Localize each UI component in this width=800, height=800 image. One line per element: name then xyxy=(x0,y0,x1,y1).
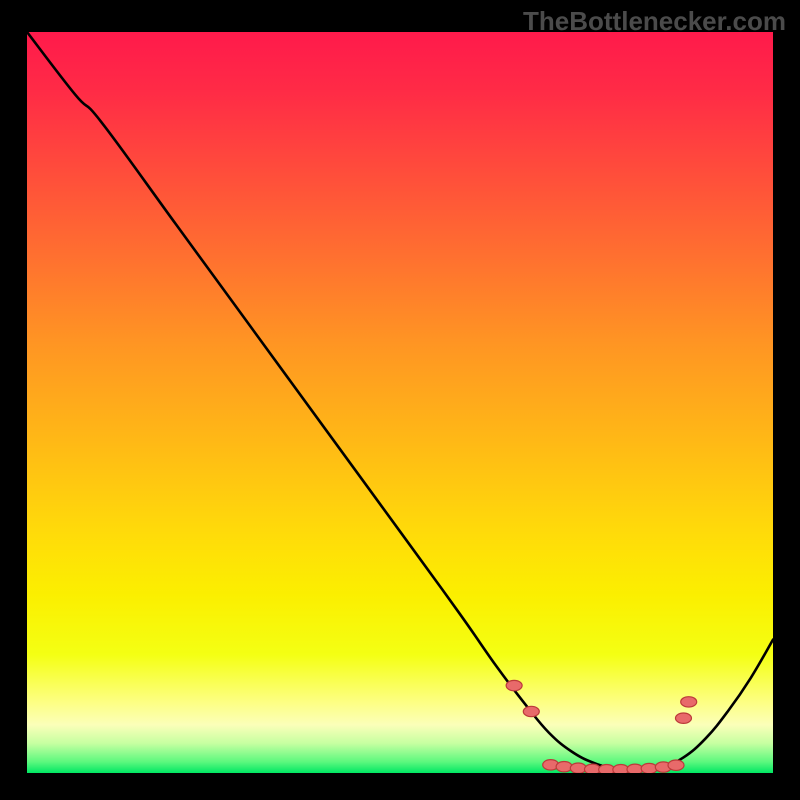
data-marker xyxy=(641,763,657,773)
data-marker xyxy=(506,680,522,690)
gradient-background xyxy=(27,32,773,773)
data-marker xyxy=(523,706,539,716)
data-marker xyxy=(675,713,691,723)
data-marker xyxy=(668,760,684,770)
data-marker xyxy=(681,697,697,707)
data-marker xyxy=(599,764,615,773)
data-marker xyxy=(613,764,629,773)
bottleneck-chart xyxy=(27,32,773,773)
data-marker xyxy=(570,763,586,773)
data-marker xyxy=(584,764,600,773)
data-marker xyxy=(556,762,572,772)
